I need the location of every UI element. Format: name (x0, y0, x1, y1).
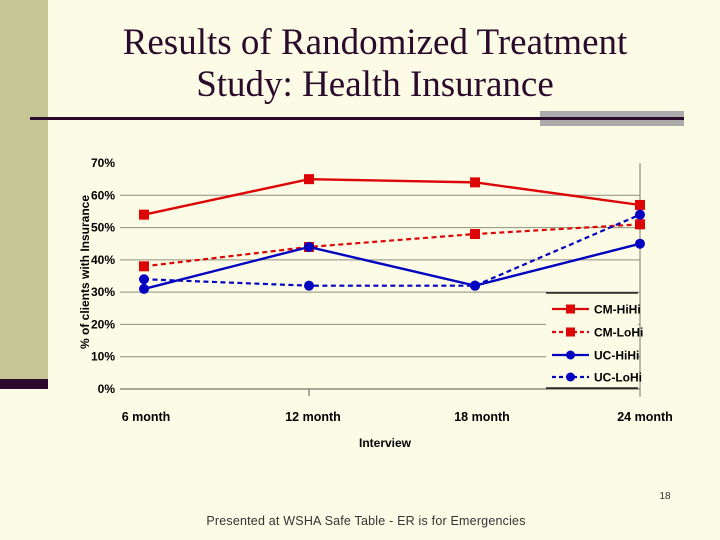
marker-circle-uc-lohi (304, 280, 314, 291)
x-category-label: 12 month (285, 410, 341, 424)
legend-marker-cm-hihi (566, 304, 575, 314)
legend-marker-uc-lohi (566, 372, 575, 382)
series-line-cm-hihi (143, 177, 641, 216)
slide-title-line-2: Study: Health Insurance (196, 64, 554, 105)
marker-square-cm-lohi (470, 229, 480, 240)
legend-label-uc-hihi: UC-HiHi (594, 349, 639, 363)
x-category-label: 24 month (617, 410, 673, 424)
marker-circle-uc-lohi (470, 280, 480, 291)
slide-title: Results of Randomized Treatment Study: H… (30, 22, 720, 106)
y-tick-label: 10% (91, 350, 115, 364)
marker-square-cm-lohi (635, 219, 645, 230)
x-category-label: 18 month (454, 410, 510, 424)
marker-circle-uc-lohi (139, 274, 149, 285)
page-number: 18 (659, 491, 671, 502)
y-tick-label: 0% (98, 382, 116, 396)
series-line-cm-lohi (143, 223, 641, 268)
y-tick-label: 70% (91, 156, 115, 170)
x-axis-title: Interview (359, 436, 412, 450)
side-accent-bar (0, 0, 48, 379)
marker-circle-uc-hihi (635, 238, 645, 249)
series-line-uc-hihi (143, 242, 641, 291)
legend-marker-cm-lohi (566, 327, 575, 337)
marker-circle-uc-hihi (304, 241, 314, 252)
series-line-uc-lohi (143, 213, 641, 287)
footer-text: Presented at WSHA Safe Table - ER is for… (206, 514, 526, 528)
y-tick-label: 40% (91, 253, 115, 267)
y-tick-label: 50% (91, 221, 115, 235)
marker-square-cm-hihi (635, 199, 645, 210)
marker-square-cm-hihi (304, 174, 314, 185)
marker-circle-uc-hihi (139, 283, 149, 294)
x-category-label: 6 month (122, 410, 171, 424)
marker-square-cm-hihi (139, 209, 149, 220)
legend-label-uc-lohi: UC-LoHi (594, 371, 642, 385)
y-tick-label: 30% (91, 285, 115, 299)
marker-square-cm-hihi (470, 177, 480, 188)
marker-circle-uc-lohi (635, 209, 645, 220)
legend-label-cm-hihi: CM-HiHi (594, 303, 641, 317)
title-underline (30, 117, 684, 120)
marker-square-cm-lohi (139, 261, 149, 272)
legend-label-cm-lohi: CM-LoHi (594, 326, 643, 340)
y-tick-label: 60% (91, 188, 115, 202)
y-tick-label: 20% (91, 317, 115, 331)
y-axis-title: % of clients with Insurance (78, 195, 92, 349)
legend-marker-uc-hihi (566, 350, 575, 360)
side-accent-bar-cap (0, 379, 48, 389)
slide-title-line-1: Results of Randomized Treatment (122, 22, 628, 63)
